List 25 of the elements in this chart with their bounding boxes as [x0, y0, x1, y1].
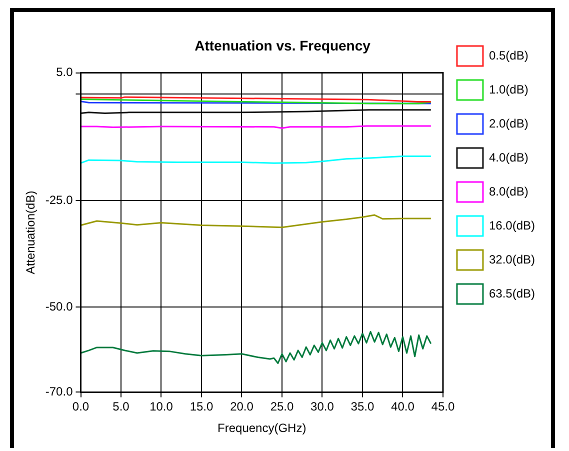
- legend-label: 4.0(dB): [488, 150, 528, 164]
- chart-title: Attenuation vs. Frequency: [194, 37, 371, 54]
- x-axis-title: Frequency(GHz): [218, 421, 306, 436]
- x-tick-label: 30.0: [310, 400, 334, 414]
- x-tick-label: 35.0: [350, 400, 374, 414]
- x-tick-label: 25.0: [270, 400, 294, 414]
- legend-label: 1.0(dB): [488, 82, 528, 96]
- x-tick-label: 40.0: [391, 400, 415, 414]
- x-tick-label: 0.0: [72, 400, 90, 414]
- legend-label: 2.0(dB): [488, 116, 528, 130]
- legend-label: 8.0(dB): [488, 184, 528, 198]
- legend-label: 63.5(dB): [488, 286, 536, 300]
- y-tick-label: -70.0: [45, 384, 74, 399]
- x-tick-label: 15.0: [190, 400, 214, 414]
- y-tick-label: -50.0: [45, 299, 74, 314]
- x-tick-label: 20.0: [230, 400, 254, 414]
- legend-label: 0.5(dB): [488, 48, 528, 62]
- y-tick-label: -25.0: [45, 192, 74, 207]
- legend-label: 16.0(dB): [488, 218, 536, 232]
- x-tick-label: 45.0: [431, 400, 455, 414]
- y-axis-title: Attenuation(dB): [24, 190, 38, 274]
- y-tick-label: 5.0: [56, 65, 74, 80]
- legend-label: 32.0(dB): [488, 252, 536, 266]
- x-tick-label: 5.0: [112, 400, 130, 414]
- x-tick-label: 10.0: [150, 400, 174, 414]
